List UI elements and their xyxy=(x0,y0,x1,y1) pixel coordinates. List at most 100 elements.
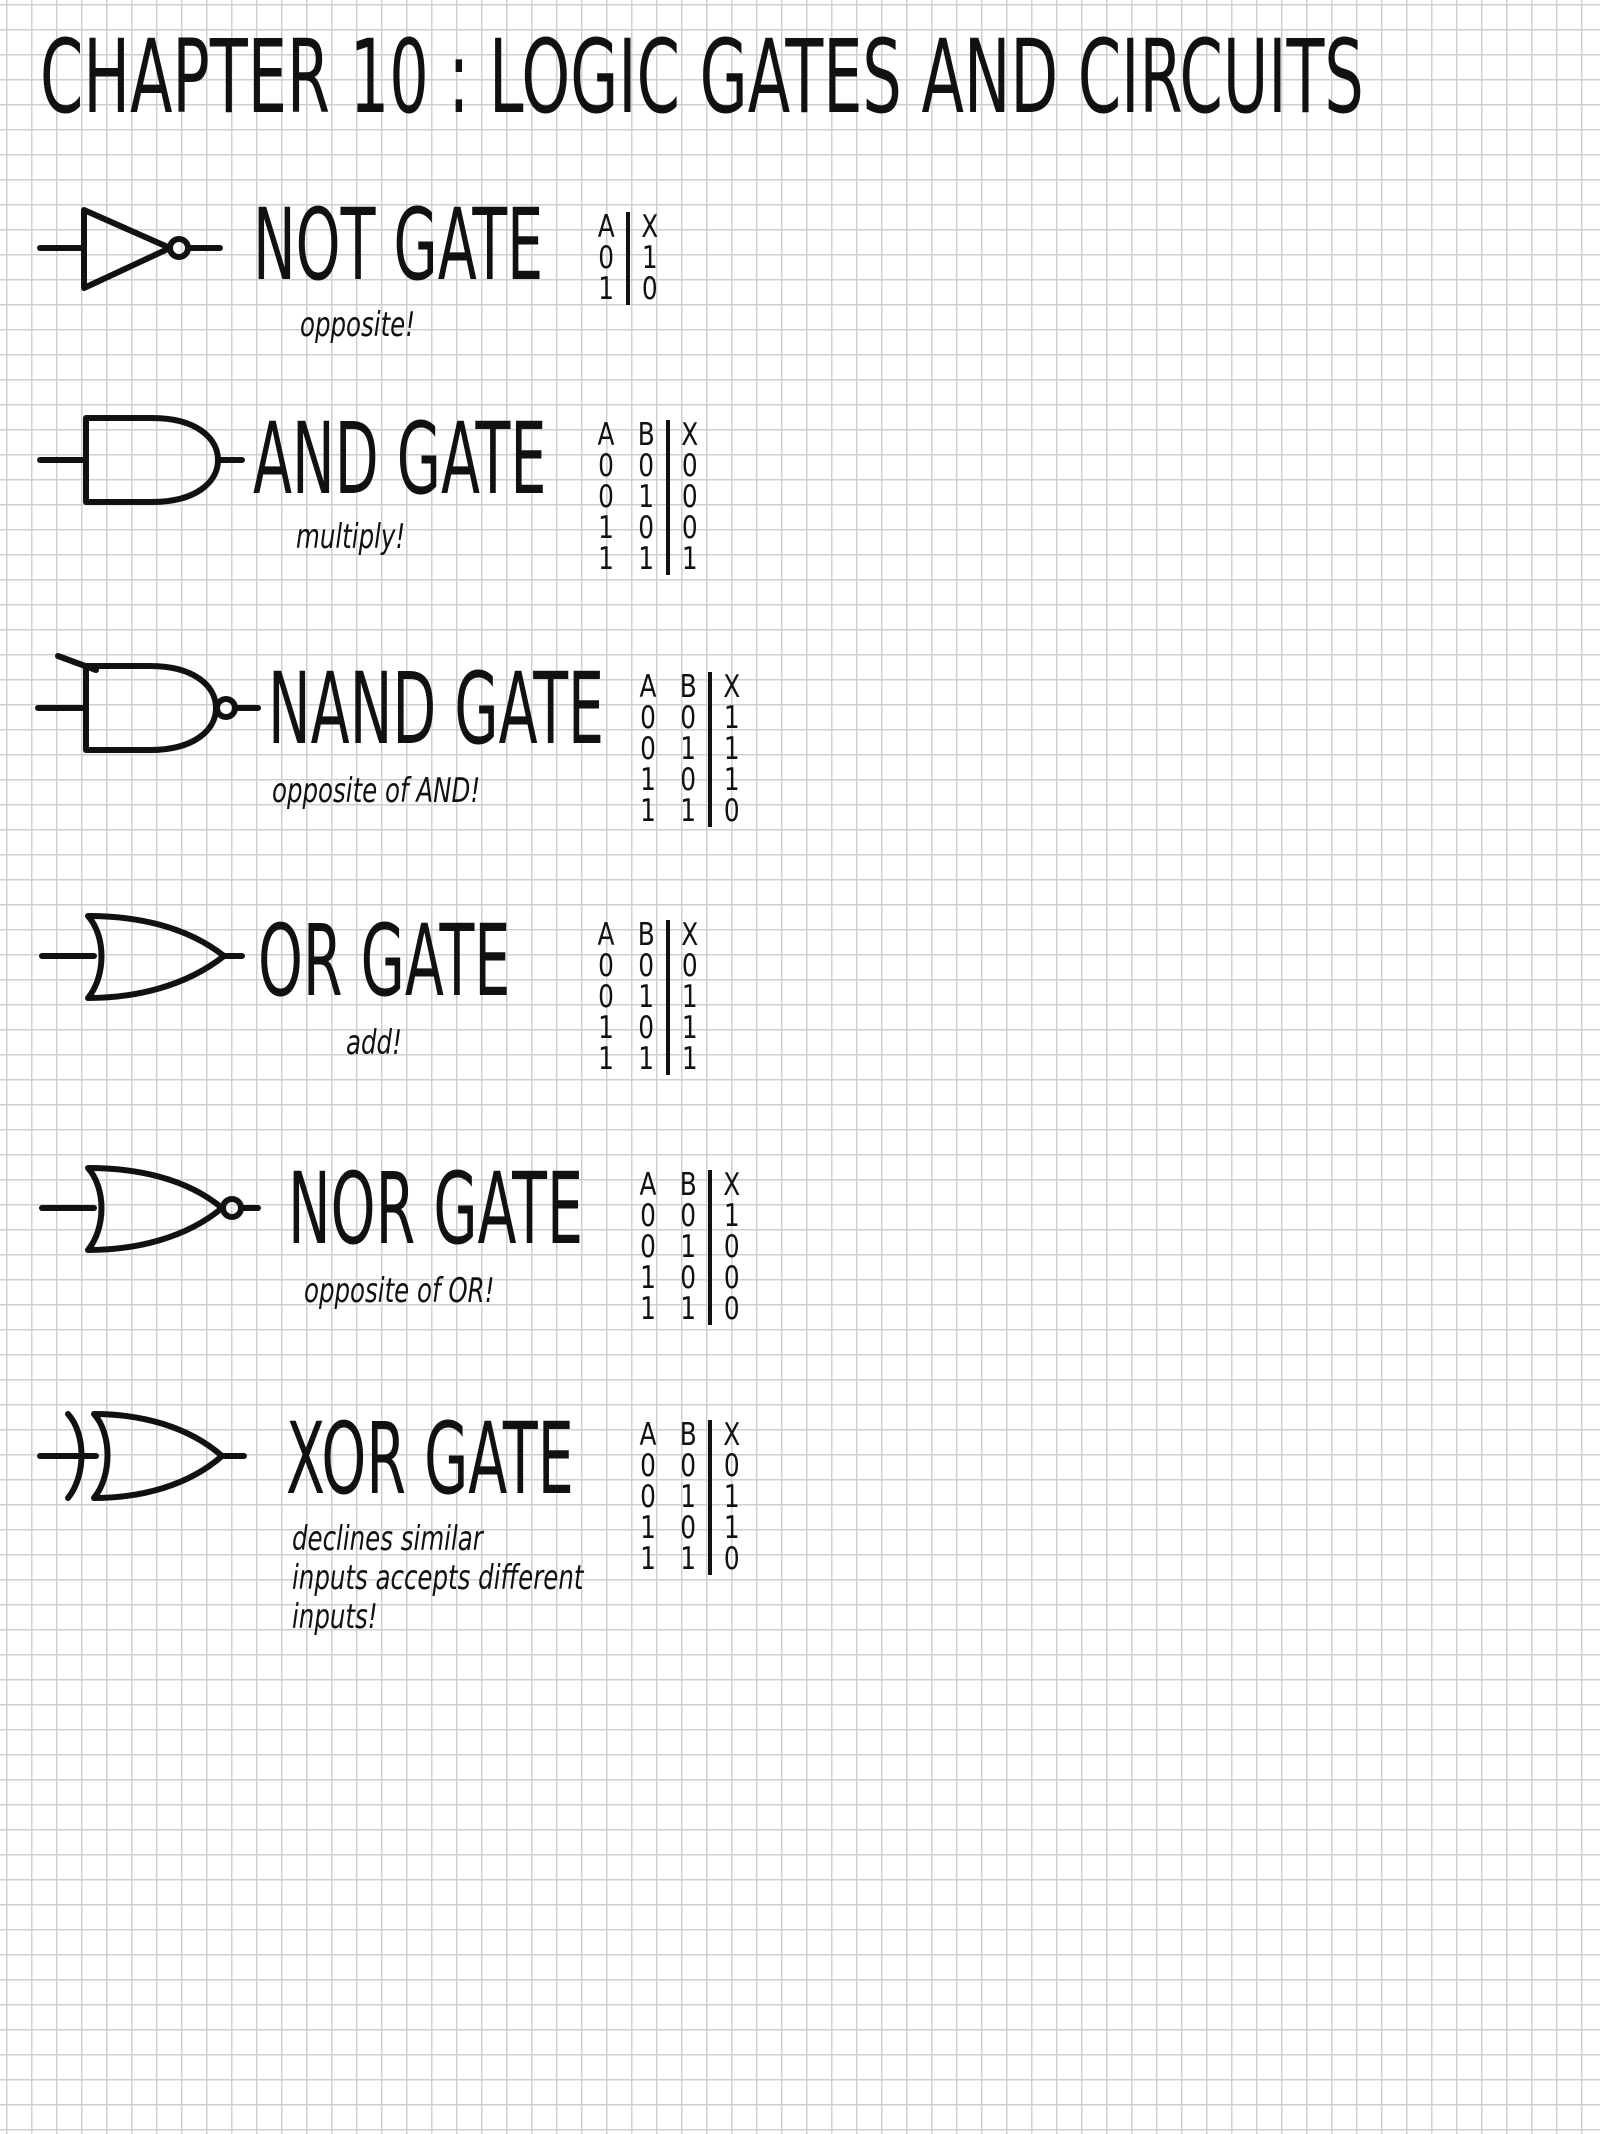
table-cell: 0 xyxy=(640,1198,656,1234)
gate-description-and: multiply! xyxy=(296,517,406,557)
table-cell: 1 xyxy=(598,1041,614,1077)
gate-name-or: OR GATE xyxy=(258,903,511,1019)
table-cell: 0 xyxy=(672,703,708,734)
column-header-x: X xyxy=(641,209,659,245)
table-cell: 0 xyxy=(630,951,666,982)
table-cell: 0 xyxy=(672,1263,708,1294)
table-row: 1 0 0 xyxy=(586,513,710,544)
table-cell: 0 xyxy=(723,1291,740,1327)
column-header-x: X xyxy=(723,1417,741,1453)
table-row: 0 1 1 xyxy=(586,982,710,1013)
table-header-row: A B X xyxy=(586,420,710,451)
column-header-b: B xyxy=(672,672,708,703)
description-line: add! xyxy=(346,1023,402,1063)
table-row: 0 1 1 xyxy=(628,734,752,765)
table-cell: 1 xyxy=(598,1010,614,1046)
table-header-row: A B X xyxy=(628,672,752,703)
table-cell: 1 xyxy=(672,1294,708,1325)
table-cell: 1 xyxy=(672,1232,708,1263)
page-title: CHAPTER 10 : LOGIC GATES AND CIRCUITS xyxy=(40,19,1364,138)
table-cell: 1 xyxy=(640,793,656,829)
and-gate-icon xyxy=(37,415,245,505)
table-cell: 0 xyxy=(672,1513,708,1544)
column-header-b: B xyxy=(672,1170,708,1201)
truth-table-or: A B X 0 0 0 0 1 1 1 0 1 1 1 1 xyxy=(586,920,710,1075)
table-cell: 0 xyxy=(630,1013,666,1044)
truth-table-and: A B X 0 0 0 0 1 0 1 0 0 1 1 1 xyxy=(586,420,710,575)
table-cell: 1 xyxy=(598,510,614,546)
table-cell: 1 xyxy=(672,796,708,827)
table-row: 0 0 0 xyxy=(628,1451,752,1482)
table-row: 0 0 1 xyxy=(628,703,752,734)
table-cell: 1 xyxy=(641,240,658,276)
table-cell: 1 xyxy=(672,1544,708,1575)
table-row: 0 1 1 xyxy=(628,1482,752,1513)
table-row: 0 0 0 xyxy=(586,951,710,982)
table-cell: 0 xyxy=(598,948,614,984)
table-row: 1 1 0 xyxy=(628,1294,752,1325)
table-header-row: A B X xyxy=(628,1170,752,1201)
table-row: 1 0 1 xyxy=(628,1513,752,1544)
description-line: opposite of AND! xyxy=(272,771,481,811)
table-row: 1 1 0 xyxy=(628,796,752,827)
table-cell: 1 xyxy=(723,731,740,767)
table-cell: 0 xyxy=(598,448,614,484)
table-cell: 0 xyxy=(681,948,698,984)
table-cell: 0 xyxy=(672,1201,708,1232)
column-header-a: A xyxy=(597,917,615,953)
gate-name-and: AND GATE xyxy=(253,401,547,517)
table-cell: 0 xyxy=(723,1448,740,1484)
column-header-a: A xyxy=(597,417,615,453)
gate-name-xor: XOR GATE xyxy=(286,1401,574,1517)
table-cell: 1 xyxy=(640,1541,656,1577)
table-row: 1 0 xyxy=(586,274,670,305)
table-cell: 1 xyxy=(681,979,698,1015)
table-cell: 0 xyxy=(598,479,614,515)
table-row: 0 1 xyxy=(586,243,670,274)
column-header-b: B xyxy=(630,920,666,951)
gate-description-nand: opposite of AND! xyxy=(272,771,481,811)
table-cell: 1 xyxy=(640,762,656,798)
table-row: 1 1 1 xyxy=(586,544,710,575)
gate-description-nor: opposite of OR! xyxy=(304,1271,495,1311)
table-cell: 0 xyxy=(590,243,626,274)
description-line: declines similar xyxy=(292,1519,483,1559)
table-cell: 0 xyxy=(630,451,666,482)
column-header-x: X xyxy=(681,917,699,953)
table-cell: 0 xyxy=(640,1479,656,1515)
table-cell: 0 xyxy=(641,271,658,307)
xor-gate-icon xyxy=(37,1411,247,1501)
gate-name-nand: NAND GATE xyxy=(268,651,605,767)
nor-gate-icon xyxy=(39,1165,261,1253)
table-cell: 1 xyxy=(723,762,740,798)
table-cell: 1 xyxy=(723,700,740,736)
description-line: opposite of OR! xyxy=(304,1271,495,1311)
description-line: inputs accepts different xyxy=(292,1558,584,1599)
description-line: multiply! xyxy=(296,517,406,557)
column-header-b: B xyxy=(672,1420,708,1451)
table-cell: 1 xyxy=(723,1479,740,1515)
table-cell: 0 xyxy=(723,1260,740,1296)
table-row: 0 1 0 xyxy=(586,482,710,513)
gate-name-nor: NOR GATE xyxy=(288,1151,584,1267)
truth-table-xor: A B X 0 0 0 0 1 1 1 0 1 1 1 0 xyxy=(628,1420,752,1575)
column-header-a: A xyxy=(590,212,626,243)
table-cell: 1 xyxy=(630,544,666,575)
table-header-row: A B X xyxy=(628,1420,752,1451)
table-cell: 1 xyxy=(598,541,614,577)
table-cell: 1 xyxy=(630,982,666,1013)
column-header-a: A xyxy=(639,1417,657,1453)
column-header-b: B xyxy=(630,420,666,451)
table-cell: 0 xyxy=(681,448,698,484)
table-cell: 0 xyxy=(672,765,708,796)
table-cell: 0 xyxy=(640,1448,656,1484)
gate-description-or: add! xyxy=(346,1023,402,1063)
table-cell: 0 xyxy=(640,731,656,767)
gate-description-xor: declines similar inputs accepts differen… xyxy=(292,1519,584,1637)
not-gate-icon xyxy=(37,207,223,291)
table-cell: 0 xyxy=(630,513,666,544)
column-header-a: A xyxy=(639,669,657,705)
table-cell: 1 xyxy=(590,274,626,305)
table-cell: 0 xyxy=(723,1541,740,1577)
table-row: 0 0 1 xyxy=(628,1201,752,1232)
